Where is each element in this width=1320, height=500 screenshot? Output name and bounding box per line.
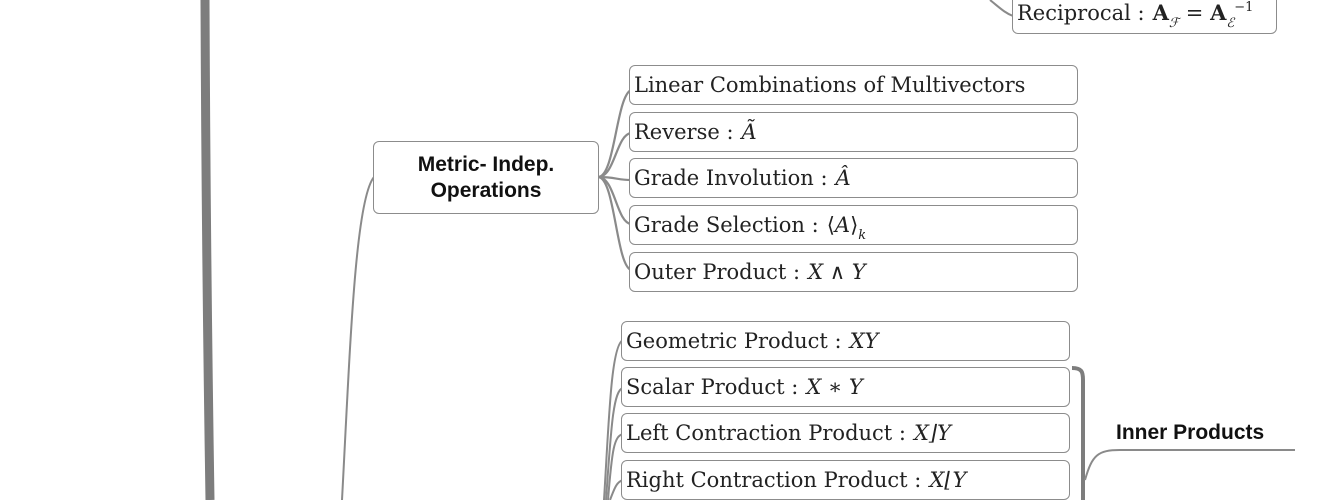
linear-combinations-node[interactable]: Linear Combinations of Multivectors (629, 65, 1078, 105)
outer-product-node[interactable]: Outer Product : X ∧ Y (629, 252, 1078, 292)
scalar-product-node[interactable]: Scalar Product : X ∗ Y (621, 367, 1070, 407)
reverse-node[interactable]: Reverse : Ã (629, 112, 1078, 152)
grade-involution-label: Grade Involution : (634, 165, 828, 190)
product-fan (603, 339, 624, 500)
grade-selection-formula: ⟨A⟩k (826, 212, 867, 243)
inner-products-brace (1071, 366, 1085, 500)
reverse-label: Reverse : (634, 119, 734, 144)
reciprocal-node[interactable]: Reciprocal : Aℱ = Aℰ−1 (1012, 0, 1277, 34)
right-contraction-node[interactable]: Right Contraction Product : X⌊Y (621, 460, 1070, 500)
reciprocal-label: Reciprocal : (1017, 0, 1145, 25)
grade-selection-label: Grade Selection : (634, 212, 819, 237)
inner-products-link (1084, 449, 1295, 481)
geometric-product-label: Geometric Product : (626, 328, 842, 353)
scalar-product-formula: X ∗ Y (806, 374, 863, 399)
left-contraction-node[interactable]: Left Contraction Product : X⌋Y (621, 413, 1070, 453)
hub-title-line1: Metric- Indep. (417, 152, 555, 176)
linear-combinations-label: Linear Combinations of Multivectors (634, 72, 1026, 97)
reciprocal-branch (989, 0, 1014, 17)
reciprocal-formula: Aℱ = Aℰ−1 (1152, 0, 1254, 31)
geometric-product-node[interactable]: Geometric Product : XY (621, 321, 1070, 361)
outer-product-formula: X ∧ Y (808, 259, 866, 284)
scalar-product-label: Scalar Product : (626, 374, 799, 399)
grade-selection-node[interactable]: Grade Selection : ⟨A⟩k (629, 205, 1078, 245)
hub-title-line2: Operations (430, 178, 542, 202)
trunk-branch (200, 0, 215, 500)
right-contraction-label: Right Contraction Product : (626, 467, 922, 492)
geometric-product-formula: XY (849, 328, 879, 353)
hub-branch (341, 176, 375, 500)
left-contraction-formula: X⌋Y (913, 420, 951, 445)
left-contraction-label: Left Contraction Product : (626, 420, 906, 445)
reverse-formula: Ã (741, 119, 757, 144)
grade-involution-node[interactable]: Grade Involution : Â (629, 158, 1078, 198)
right-contraction-formula: X⌊Y (929, 467, 967, 492)
outer-product-label: Outer Product : (634, 259, 801, 284)
inner-products-label: Inner Products (1116, 421, 1265, 444)
hub-fan (597, 89, 632, 272)
metric-independent-operations-node[interactable]: Metric- Indep. Operations (373, 141, 599, 214)
grade-involution-formula: Â (835, 165, 851, 190)
